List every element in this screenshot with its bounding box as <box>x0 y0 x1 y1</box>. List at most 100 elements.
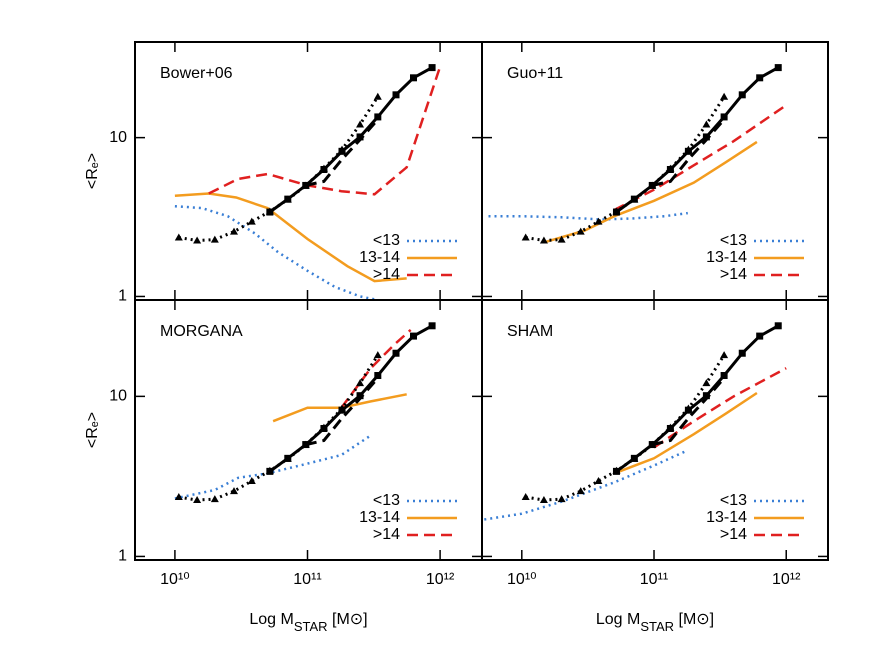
plot-area <box>484 322 787 521</box>
x-axis-label-part: STAR <box>640 619 674 634</box>
marker <box>247 217 256 225</box>
marker <box>521 493 530 501</box>
legend-label: 13-14 <box>359 509 400 526</box>
series-line <box>484 449 689 521</box>
marker <box>247 476 256 484</box>
marker <box>284 454 292 462</box>
series-line <box>613 391 758 475</box>
x-tick-label: 10¹² <box>772 571 801 588</box>
y-axis-label: <Rₑ> <box>84 153 101 189</box>
marker <box>774 322 782 330</box>
marker <box>738 91 746 99</box>
marker <box>720 351 729 359</box>
marker <box>266 467 274 475</box>
marker <box>612 467 620 475</box>
series-line <box>174 204 375 300</box>
legend-label: <13 <box>373 492 400 509</box>
marker <box>428 322 436 330</box>
x-axis-label-part: [M⊙] <box>674 611 714 628</box>
marker <box>576 227 585 235</box>
marker <box>338 147 346 155</box>
series-line <box>525 95 726 243</box>
marker <box>702 379 711 387</box>
legend-label: >14 <box>373 526 400 543</box>
marker <box>539 236 548 244</box>
plot-area <box>488 64 787 244</box>
y-axis-label: <Rₑ> <box>84 412 101 448</box>
series-line <box>174 434 372 500</box>
panel-title: MORGANA <box>160 323 243 340</box>
series-line <box>615 66 779 214</box>
marker <box>320 165 328 173</box>
marker <box>210 495 219 503</box>
marker <box>666 165 674 173</box>
y-tick-label: 10 <box>109 129 127 146</box>
y-tick-label: 10 <box>109 388 127 405</box>
legend-label: >14 <box>720 526 747 543</box>
legend-label: <13 <box>373 232 400 249</box>
panel-title: Bower+06 <box>160 65 233 82</box>
legend-label: 13-14 <box>706 249 747 266</box>
marker <box>521 233 530 241</box>
marker <box>210 235 219 243</box>
marker <box>356 133 364 141</box>
marker <box>702 120 711 128</box>
legend-label: >14 <box>720 266 747 283</box>
marker <box>612 208 620 216</box>
marker <box>720 113 728 121</box>
marker <box>428 64 436 72</box>
marker <box>648 181 656 189</box>
marker <box>373 92 382 100</box>
x-axis-label-part: Log M <box>596 611 640 628</box>
legend-label: >14 <box>373 266 400 283</box>
marker <box>374 113 382 121</box>
marker <box>630 195 638 203</box>
series-line <box>615 324 779 473</box>
marker <box>229 227 238 235</box>
series-line <box>174 192 407 283</box>
marker <box>720 372 728 380</box>
marker <box>174 233 183 241</box>
marker <box>702 392 710 400</box>
x-axis-label-part: Log M <box>249 611 293 628</box>
plot-area <box>174 322 436 504</box>
x-axis-label: Log MSTAR [M⊙] <box>249 611 367 634</box>
x-tick-label: 10¹² <box>426 571 455 588</box>
marker <box>229 487 238 495</box>
series-line <box>178 354 380 502</box>
x-tick-label: 10¹⁰ <box>507 571 537 588</box>
marker <box>774 64 782 72</box>
marker <box>630 454 638 462</box>
marker <box>648 441 656 449</box>
marker <box>302 441 310 449</box>
panel-frame <box>481 299 829 561</box>
marker <box>738 349 746 357</box>
marker <box>266 208 274 216</box>
marker <box>409 332 417 340</box>
panel-title: Guo+11 <box>507 65 563 82</box>
series-line <box>178 95 380 243</box>
x-tick-label: 10¹¹ <box>293 571 321 588</box>
marker <box>720 92 729 100</box>
marker <box>409 74 417 82</box>
legend-label: 13-14 <box>706 509 747 526</box>
x-tick-label: 10¹⁰ <box>160 571 190 588</box>
x-axis-label-part: STAR <box>294 619 328 634</box>
marker <box>557 495 566 503</box>
marker <box>756 332 764 340</box>
series-line <box>488 211 688 221</box>
marker <box>302 181 310 189</box>
panel-title: SHAM <box>507 323 553 340</box>
marker <box>557 235 566 243</box>
plot-area <box>174 64 442 300</box>
marker <box>320 424 328 432</box>
marker <box>392 349 400 357</box>
marker <box>392 91 400 99</box>
marker <box>356 379 365 387</box>
marker <box>576 487 585 495</box>
legend-label: 13-14 <box>359 249 400 266</box>
marker <box>174 493 183 501</box>
x-axis-label: Log MSTAR [M⊙] <box>596 611 714 634</box>
series-line <box>269 66 433 214</box>
